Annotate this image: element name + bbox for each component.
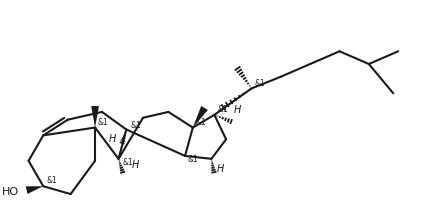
Text: &1: &1: [254, 79, 265, 88]
Text: &1: &1: [46, 176, 57, 185]
Polygon shape: [91, 106, 99, 128]
Text: &1: &1: [130, 121, 141, 130]
Text: &1: &1: [122, 158, 133, 167]
Polygon shape: [193, 106, 208, 128]
Text: &1: &1: [188, 155, 199, 164]
Text: HO: HO: [2, 187, 19, 197]
Text: H: H: [234, 105, 241, 115]
Polygon shape: [26, 186, 43, 194]
Text: H: H: [109, 134, 116, 144]
Text: H: H: [132, 160, 139, 170]
Text: &1: &1: [97, 118, 108, 127]
Text: H: H: [216, 164, 224, 174]
Text: &1: &1: [217, 105, 228, 114]
Text: &1: &1: [196, 118, 207, 127]
